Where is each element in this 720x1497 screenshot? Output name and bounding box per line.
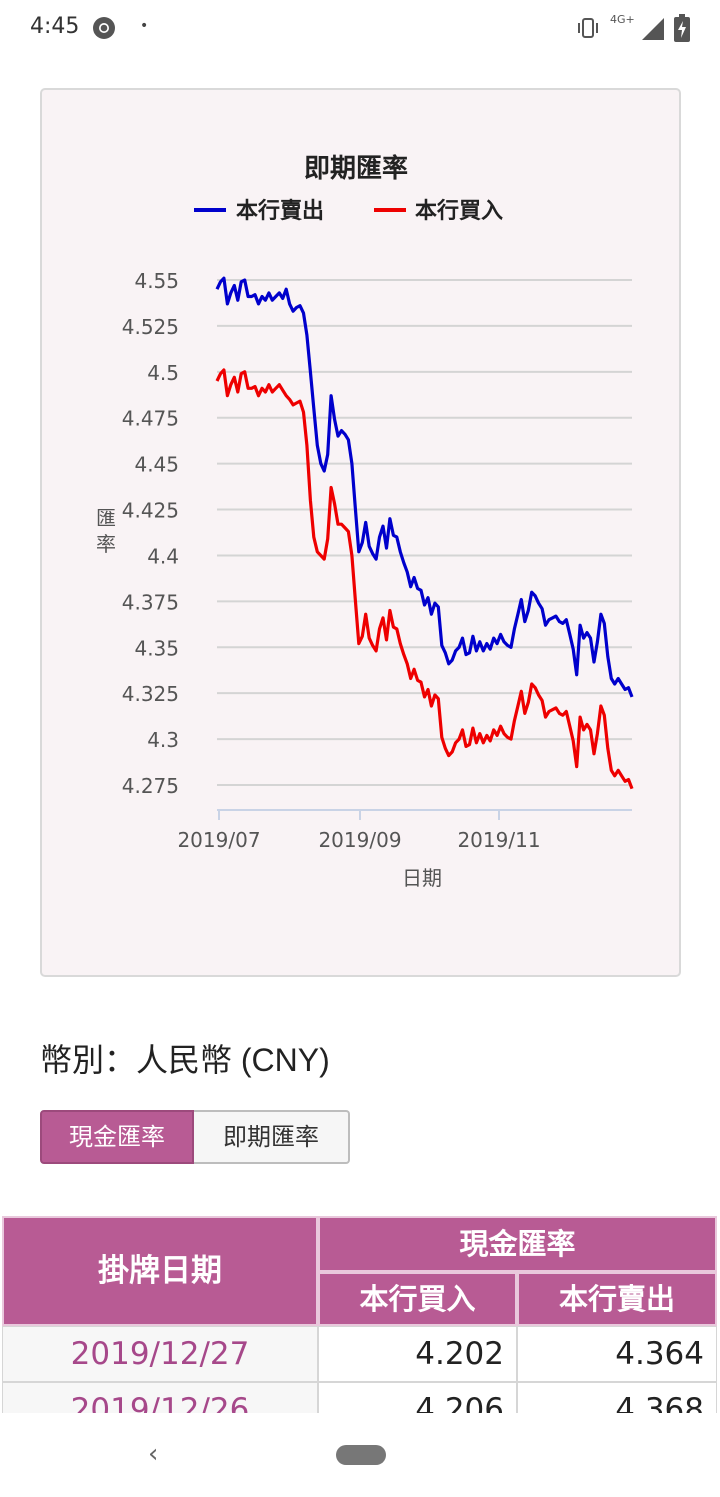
row-buy: 4.202 xyxy=(318,1326,517,1382)
buy-column-header: 本行買入 xyxy=(318,1272,517,1326)
series-line-sell xyxy=(215,276,634,698)
currency-label: 幣別：人民幣 (CNY) xyxy=(40,1042,330,1078)
y-tick-label: 4.3 xyxy=(147,728,179,752)
y-tick-label: 4.325 xyxy=(122,682,179,706)
series-line-buy xyxy=(215,368,634,790)
x-tick-label: 2019/07 xyxy=(177,828,260,852)
y-tick-label: 4.45 xyxy=(134,453,179,477)
legend-label-sell: 本行賣出 xyxy=(236,198,324,224)
signal-icon xyxy=(642,18,664,40)
chrome-icon xyxy=(93,17,115,39)
y-tick-label: 4.275 xyxy=(122,774,179,798)
rate-chart: 4.55 4.525 4.5 4.475 4.45 4.425 4.4 4.375 4.35 4.… xyxy=(96,153,634,890)
chart-title: 即期匯率 xyxy=(304,153,408,184)
tab-cash-rate[interactable]: 現金匯率 xyxy=(40,1110,194,1164)
navigation-bar: ‹ xyxy=(0,1413,720,1497)
y-axis-label: 匯率 xyxy=(96,506,116,556)
row-sell: 4.364 xyxy=(517,1326,717,1382)
vibrate-icon xyxy=(578,18,598,38)
notification-dot: • xyxy=(140,18,149,34)
status-time: 4:45 xyxy=(30,14,80,39)
x-axis-label: 日期 xyxy=(402,866,442,890)
rate-chart-card: 4.55 4.525 4.5 4.475 4.45 4.425 4.4 4.375 4.35 4.… xyxy=(40,88,681,977)
legend: 本行賣出 本行買入 xyxy=(194,198,503,224)
y-tick-label: 4.375 xyxy=(122,590,179,614)
date-column-header: 掛牌日期 xyxy=(2,1216,318,1326)
x-tick-label: 2019/09 xyxy=(318,828,401,852)
tab-spot-rate[interactable]: 即期匯率 xyxy=(194,1110,350,1164)
y-tick-label: 4.525 xyxy=(122,315,179,339)
y-tick-label: 4.55 xyxy=(134,269,179,293)
y-tick-label: 4.425 xyxy=(122,499,179,523)
status-bar: 4:45 • 4G+ xyxy=(0,0,720,58)
row-date: 2019/12/27 xyxy=(2,1326,318,1382)
y-tick-label: 4.475 xyxy=(122,407,179,431)
cash-rate-group-header: 現金匯率 xyxy=(318,1216,717,1272)
back-icon[interactable]: ‹ xyxy=(148,1439,159,1469)
y-tick-label: 4.4 xyxy=(147,544,179,568)
battery-icon xyxy=(674,14,690,42)
sell-column-header: 本行賣出 xyxy=(517,1272,717,1326)
y-tick-label: 4.5 xyxy=(147,361,179,385)
legend-label-buy: 本行買入 xyxy=(415,198,503,224)
network-type: 4G+ xyxy=(610,13,635,26)
home-pill-icon[interactable] xyxy=(336,1445,386,1465)
x-tick-label: 2019/11 xyxy=(457,828,540,852)
y-tick-label: 4.35 xyxy=(134,636,179,660)
